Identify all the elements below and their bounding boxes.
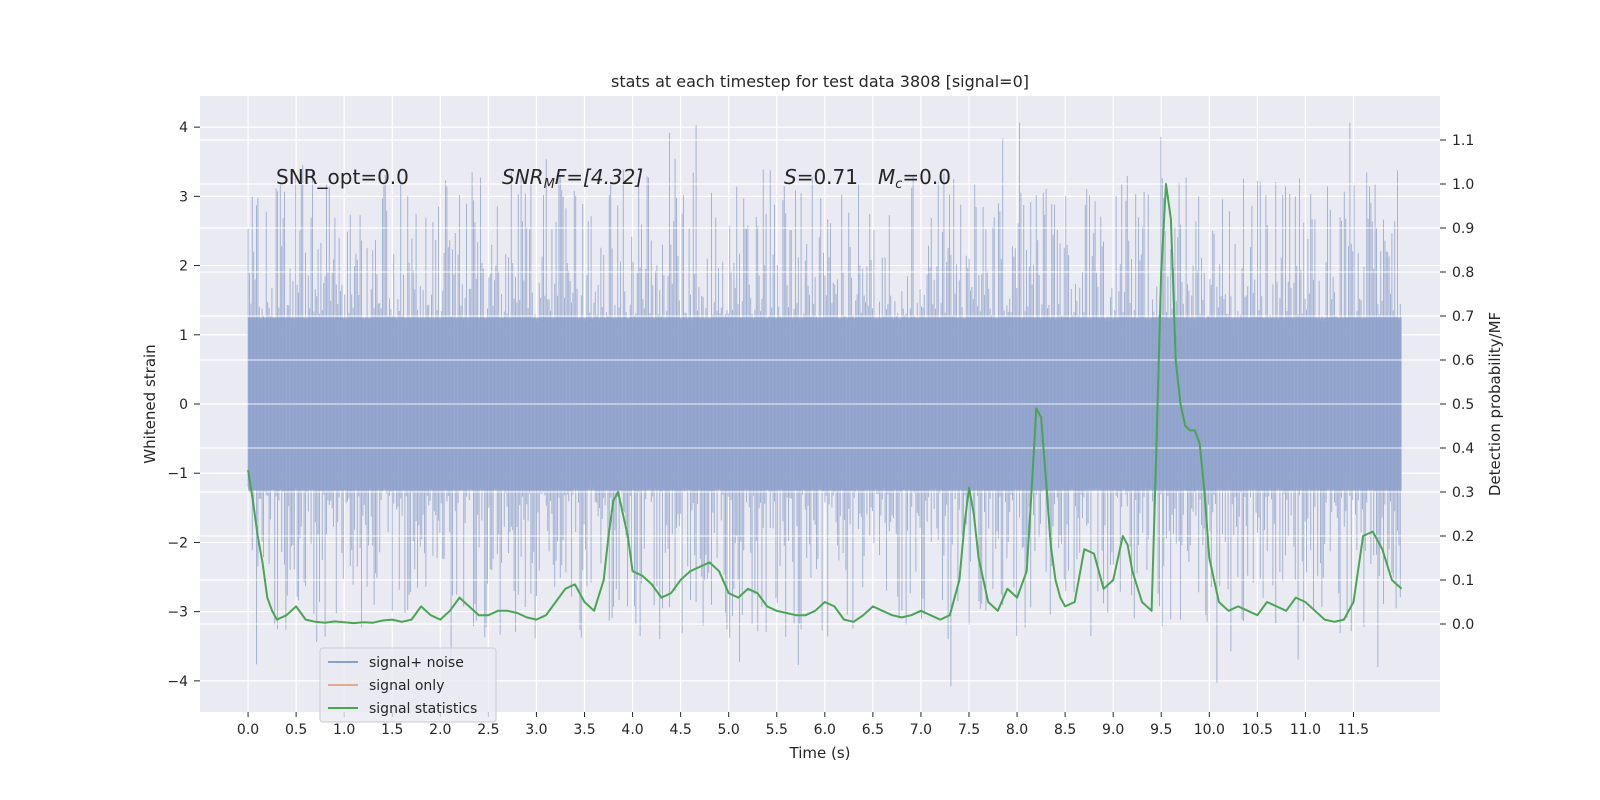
s-annotation: S=0.71 <box>784 165 858 189</box>
x-tick-label-14: 7.0 <box>910 722 932 738</box>
x-tick-label-22: 11.0 <box>1290 722 1321 738</box>
right-y-tick-label-11: 0.0 <box>1452 617 1474 633</box>
right-y-tick-label-1: 1.0 <box>1452 177 1474 193</box>
mc-annotation: Mc=0.0 <box>878 165 951 192</box>
right-y-tick-label-3: 0.8 <box>1452 265 1474 281</box>
left-y-tick-label-1: 3 <box>179 189 188 205</box>
right-y-tick-label-9: 0.2 <box>1452 529 1474 545</box>
snr-opt-annotation: SNR_opt=0.0 <box>276 165 409 189</box>
x-tick-label-11: 5.5 <box>766 722 788 738</box>
x-tick-label-18: 9.0 <box>1102 722 1124 738</box>
snr-mf-main: SNR <box>502 165 544 189</box>
x-tick-label-4: 2.0 <box>429 722 451 738</box>
x-tick-label-16: 8.0 <box>1006 722 1028 738</box>
x-tick-label-10: 5.0 <box>718 722 740 738</box>
x-axis-ticks: 0.0 0.5 1.0 1.5 2.0 2.5 3.0 3.5 4.0 4.5 5.0 5.5 6.0 6… <box>237 712 1369 738</box>
x-tick-label-9: 4.5 <box>669 722 691 738</box>
mc-sub: c <box>895 177 902 192</box>
right-y-tick-label-4: 0.7 <box>1452 309 1474 325</box>
x-tick-label-17: 8.5 <box>1054 722 1076 738</box>
x-tick-label-7: 3.5 <box>573 722 595 738</box>
snr-mf-rest: F=[4.32] <box>555 165 643 189</box>
left-y-tick-label-2: 2 <box>179 259 188 275</box>
x-tick-label-12: 6.0 <box>814 722 836 738</box>
legend: signal+ noise signal only signal statist… <box>319 647 497 723</box>
right-y-tick-label-10: 0.1 <box>1452 573 1474 589</box>
x-tick-label-5: 2.5 <box>477 722 499 738</box>
x-tick-label-2: 1.0 <box>333 722 355 738</box>
left-y-tick-label-5: −1 <box>167 466 188 482</box>
legend-label-signal-noise: signal+ noise <box>369 655 464 671</box>
x-tick-label-15: 7.5 <box>958 722 980 738</box>
x-axis-label: Time (s) <box>789 744 851 762</box>
x-tick-label-20: 10.0 <box>1194 722 1225 738</box>
right-y-tick-label-6: 0.5 <box>1452 397 1474 413</box>
x-tick-label-1: 0.5 <box>285 722 307 738</box>
left-y-axis-ticks: 4 3 2 1 0 −1 −2 −3 −4 <box>167 120 200 690</box>
x-tick-label-23: 11.5 <box>1338 722 1369 738</box>
legend-label-signal-statistics: signal statistics <box>369 701 477 717</box>
legend-label-signal-only: signal only <box>369 678 444 694</box>
x-tick-label-0: 0.0 <box>237 722 259 738</box>
left-y-tick-label-3: 1 <box>179 328 188 344</box>
left-y-axis-label: Whitened strain <box>141 344 159 463</box>
snr-mf-annotation: SNRMF=[4.32] <box>502 165 643 192</box>
left-y-tick-label-7: −3 <box>167 605 188 621</box>
signal-statistics-line <box>247 183 1403 625</box>
x-tick-label-13: 6.5 <box>862 722 884 738</box>
left-y-tick-label-4: 0 <box>179 397 188 413</box>
left-y-tick-label-8: −4 <box>167 674 188 690</box>
x-tick-label-21: 10.5 <box>1242 722 1273 738</box>
right-y-tick-label-8: 0.3 <box>1452 485 1474 501</box>
mc-rest: =0.0 <box>902 165 951 189</box>
x-tick-label-8: 4.0 <box>621 722 643 738</box>
right-y-tick-label-0: 1.1 <box>1452 133 1474 149</box>
x-tick-label-19: 9.5 <box>1150 722 1172 738</box>
x-tick-label-6: 3.0 <box>525 722 547 738</box>
x-tick-label-3: 1.5 <box>381 722 403 738</box>
s-main: S <box>784 165 797 189</box>
right-y-tick-label-7: 0.4 <box>1452 441 1474 457</box>
snr-mf-sub: M <box>544 177 555 192</box>
left-y-tick-label-0: 4 <box>179 120 188 136</box>
grid-lines-over <box>200 139 1440 625</box>
left-y-tick-label-6: −2 <box>167 535 188 551</box>
mc-main: M <box>878 165 895 189</box>
right-y-tick-label-5: 0.6 <box>1452 353 1474 369</box>
right-y-axis-label: Detection probability/MF <box>1486 312 1504 496</box>
chart-title: stats at each timestep for test data 380… <box>611 72 1029 91</box>
right-y-axis-ticks: 1.1 1.0 0.9 0.8 0.7 0.6 0.5 0.4 0.3 0.2 0.1 0.0 <box>1440 133 1474 633</box>
s-rest: =0.71 <box>797 165 858 189</box>
right-y-tick-label-2: 0.9 <box>1452 221 1474 237</box>
legend-box <box>319 647 497 723</box>
